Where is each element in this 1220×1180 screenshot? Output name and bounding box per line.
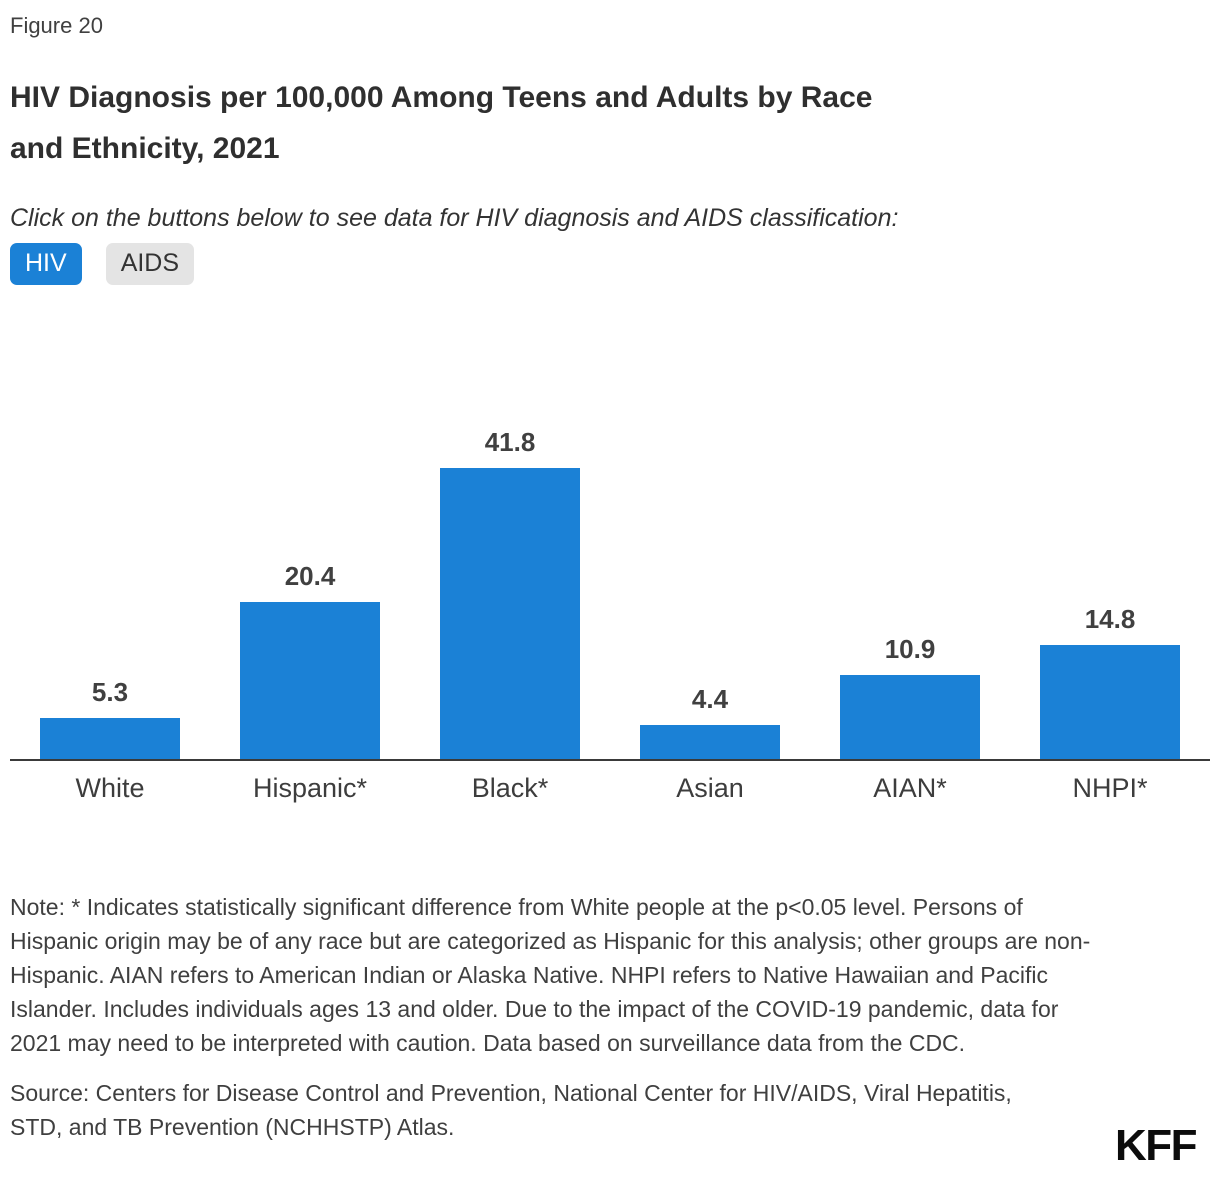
x-axis-label-hispanic: Hispanic* [252,773,368,804]
aids-toggle-button[interactable]: AIDS [105,243,195,286]
bar-value-label: 5.3 [91,677,129,708]
bar-column: 41.8 [410,427,610,760]
bar-white[interactable] [40,718,180,760]
x-axis-label-nhpi: NHPI* [1072,773,1148,804]
hiv-toggle-button[interactable]: HIV [10,243,82,286]
x-axis-label-black: Black* [471,773,549,804]
note-text: Note: * Indicates statistically signific… [10,894,1091,1057]
chart-subtitle: Click on the buttons below to see data f… [10,204,899,233]
bar-column: 20.4 [210,429,410,760]
x-axis-labels: White Hispanic* Black* Asian AIAN* NHPI* [10,761,1210,804]
bar-value-label: 10.9 [884,634,936,665]
data-toggle-group: HIV AIDS [10,243,1210,286]
bar-black[interactable] [440,468,580,760]
bar-aian[interactable] [840,675,980,760]
bar-column: 4.4 [610,429,810,760]
source-text: Source: Centers for Disease Control and … [10,1080,1012,1141]
page-title: HIV Diagnosis per 100,000 Among Teens an… [10,81,873,166]
bar-chart: 5.3 20.4 41.8 4.4 10.9 14.8 White Hispanic* Bla… [10,429,1210,804]
bar-value-label: 20.4 [284,561,336,592]
x-axis-line [10,759,1210,762]
bar-nhpi[interactable] [1040,645,1180,760]
bar-value-label: 41.8 [484,427,536,458]
x-axis-label-white: White [75,773,145,804]
bar-column: 5.3 [10,429,210,760]
bar-column: 14.8 [1010,429,1210,760]
bar-value-label: 14.8 [1084,604,1136,635]
bar-value-label: 4.4 [691,684,729,715]
x-axis-label-aian: AIAN* [873,773,947,804]
figure-label: Figure 20 [10,13,103,38]
bar-asian[interactable] [640,725,780,760]
bar-column: 10.9 [810,429,1010,760]
kff-logo: KFF [1114,1121,1198,1170]
bar-plot-area: 5.3 20.4 41.8 4.4 10.9 14.8 [10,427,1210,760]
x-axis-label-asian: Asian [676,773,744,804]
bar-hispanic[interactable] [240,602,380,760]
